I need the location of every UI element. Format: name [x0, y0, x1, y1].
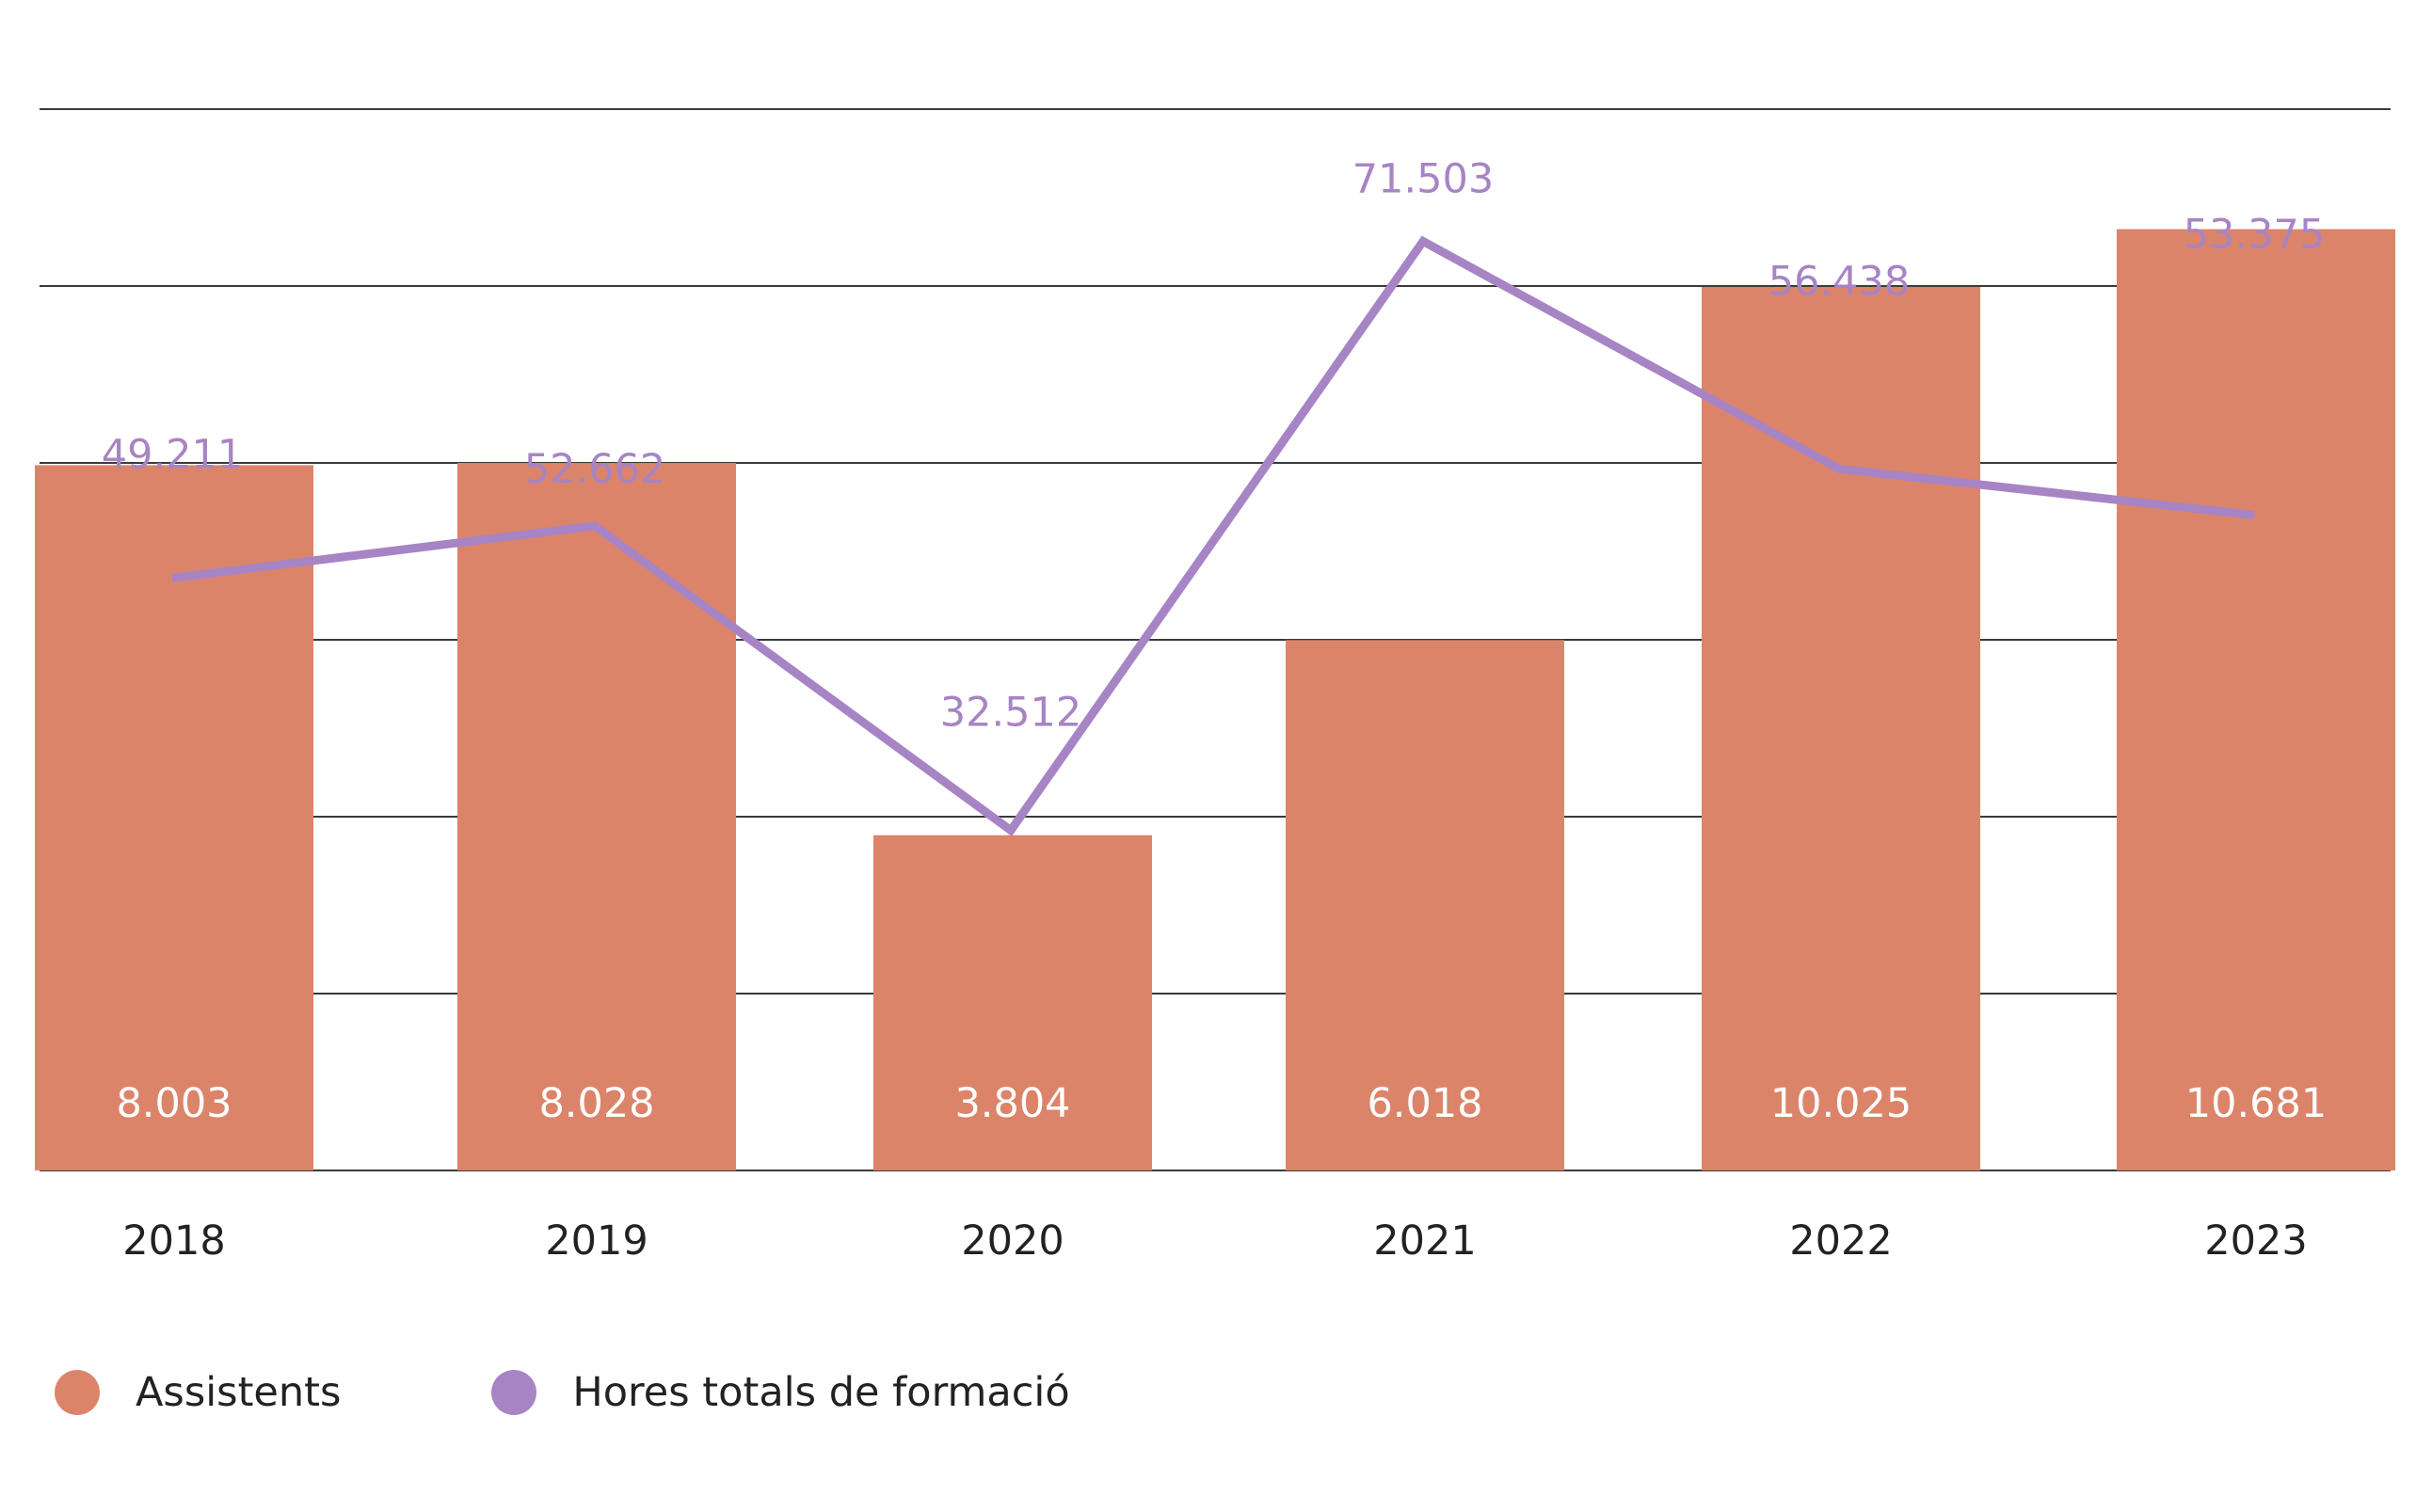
- bar-layer: [35, 229, 2395, 1170]
- legend-label-hores: Hores totals de formació: [572, 1369, 1070, 1416]
- bar-2020: [873, 835, 1152, 1170]
- legend-swatch-hores-icon: [491, 1370, 537, 1415]
- bar-2021: [1286, 640, 1564, 1170]
- bar-value-label-2018: 8.003: [116, 1080, 232, 1127]
- line-series-hores: [171, 235, 2255, 836]
- grid-layer: [40, 108, 2391, 1171]
- line-value-label-2018: 49.211: [102, 431, 243, 478]
- label-layer: 8.003 8.028 3.804 6.018 10.025 10.681 49.211 52…: [102, 155, 2327, 1127]
- bar-value-label-2019: 8.028: [538, 1080, 654, 1127]
- bar-value-label-2020: 3.804: [954, 1080, 1070, 1127]
- legend: Assistents Hores totals de formació: [55, 1369, 1221, 1416]
- line-value-label-2019: 52.662: [524, 446, 665, 493]
- bar-value-label-2022: 10.025: [1770, 1080, 1912, 1127]
- legend-swatch-assistents-icon: [55, 1370, 100, 1415]
- bar-value-label-2021: 6.018: [1367, 1080, 1482, 1127]
- x-tick-label-2023: 2023: [2204, 1218, 2307, 1265]
- x-tick-label-2019: 2019: [545, 1218, 648, 1265]
- line-value-label-2022: 56.438: [1768, 258, 1910, 305]
- line-value-label-2020: 32.512: [940, 690, 1081, 737]
- bar-2019: [457, 463, 736, 1170]
- bar-value-label-2023: 10.681: [2185, 1080, 2327, 1127]
- legend-item-hores: Hores totals de formació: [491, 1369, 1070, 1416]
- x-axis: 2018 2019 2020 2021 2022 2023: [122, 1218, 2307, 1265]
- line-layer: [171, 235, 2255, 836]
- line-value-label-2021: 71.503: [1352, 155, 1494, 202]
- bar-2023: [2117, 229, 2395, 1170]
- bar-2018: [35, 465, 313, 1170]
- legend-label-assistents: Assistents: [136, 1369, 342, 1416]
- bar-2022: [1702, 286, 1980, 1170]
- line-value-label-2023: 53.375: [2184, 212, 2325, 259]
- x-tick-label-2020: 2020: [961, 1218, 1064, 1265]
- x-tick-label-2021: 2021: [1373, 1218, 1476, 1265]
- legend-item-assistents: Assistents: [55, 1369, 341, 1416]
- x-tick-label-2018: 2018: [122, 1218, 225, 1265]
- x-tick-label-2022: 2022: [1789, 1218, 1892, 1265]
